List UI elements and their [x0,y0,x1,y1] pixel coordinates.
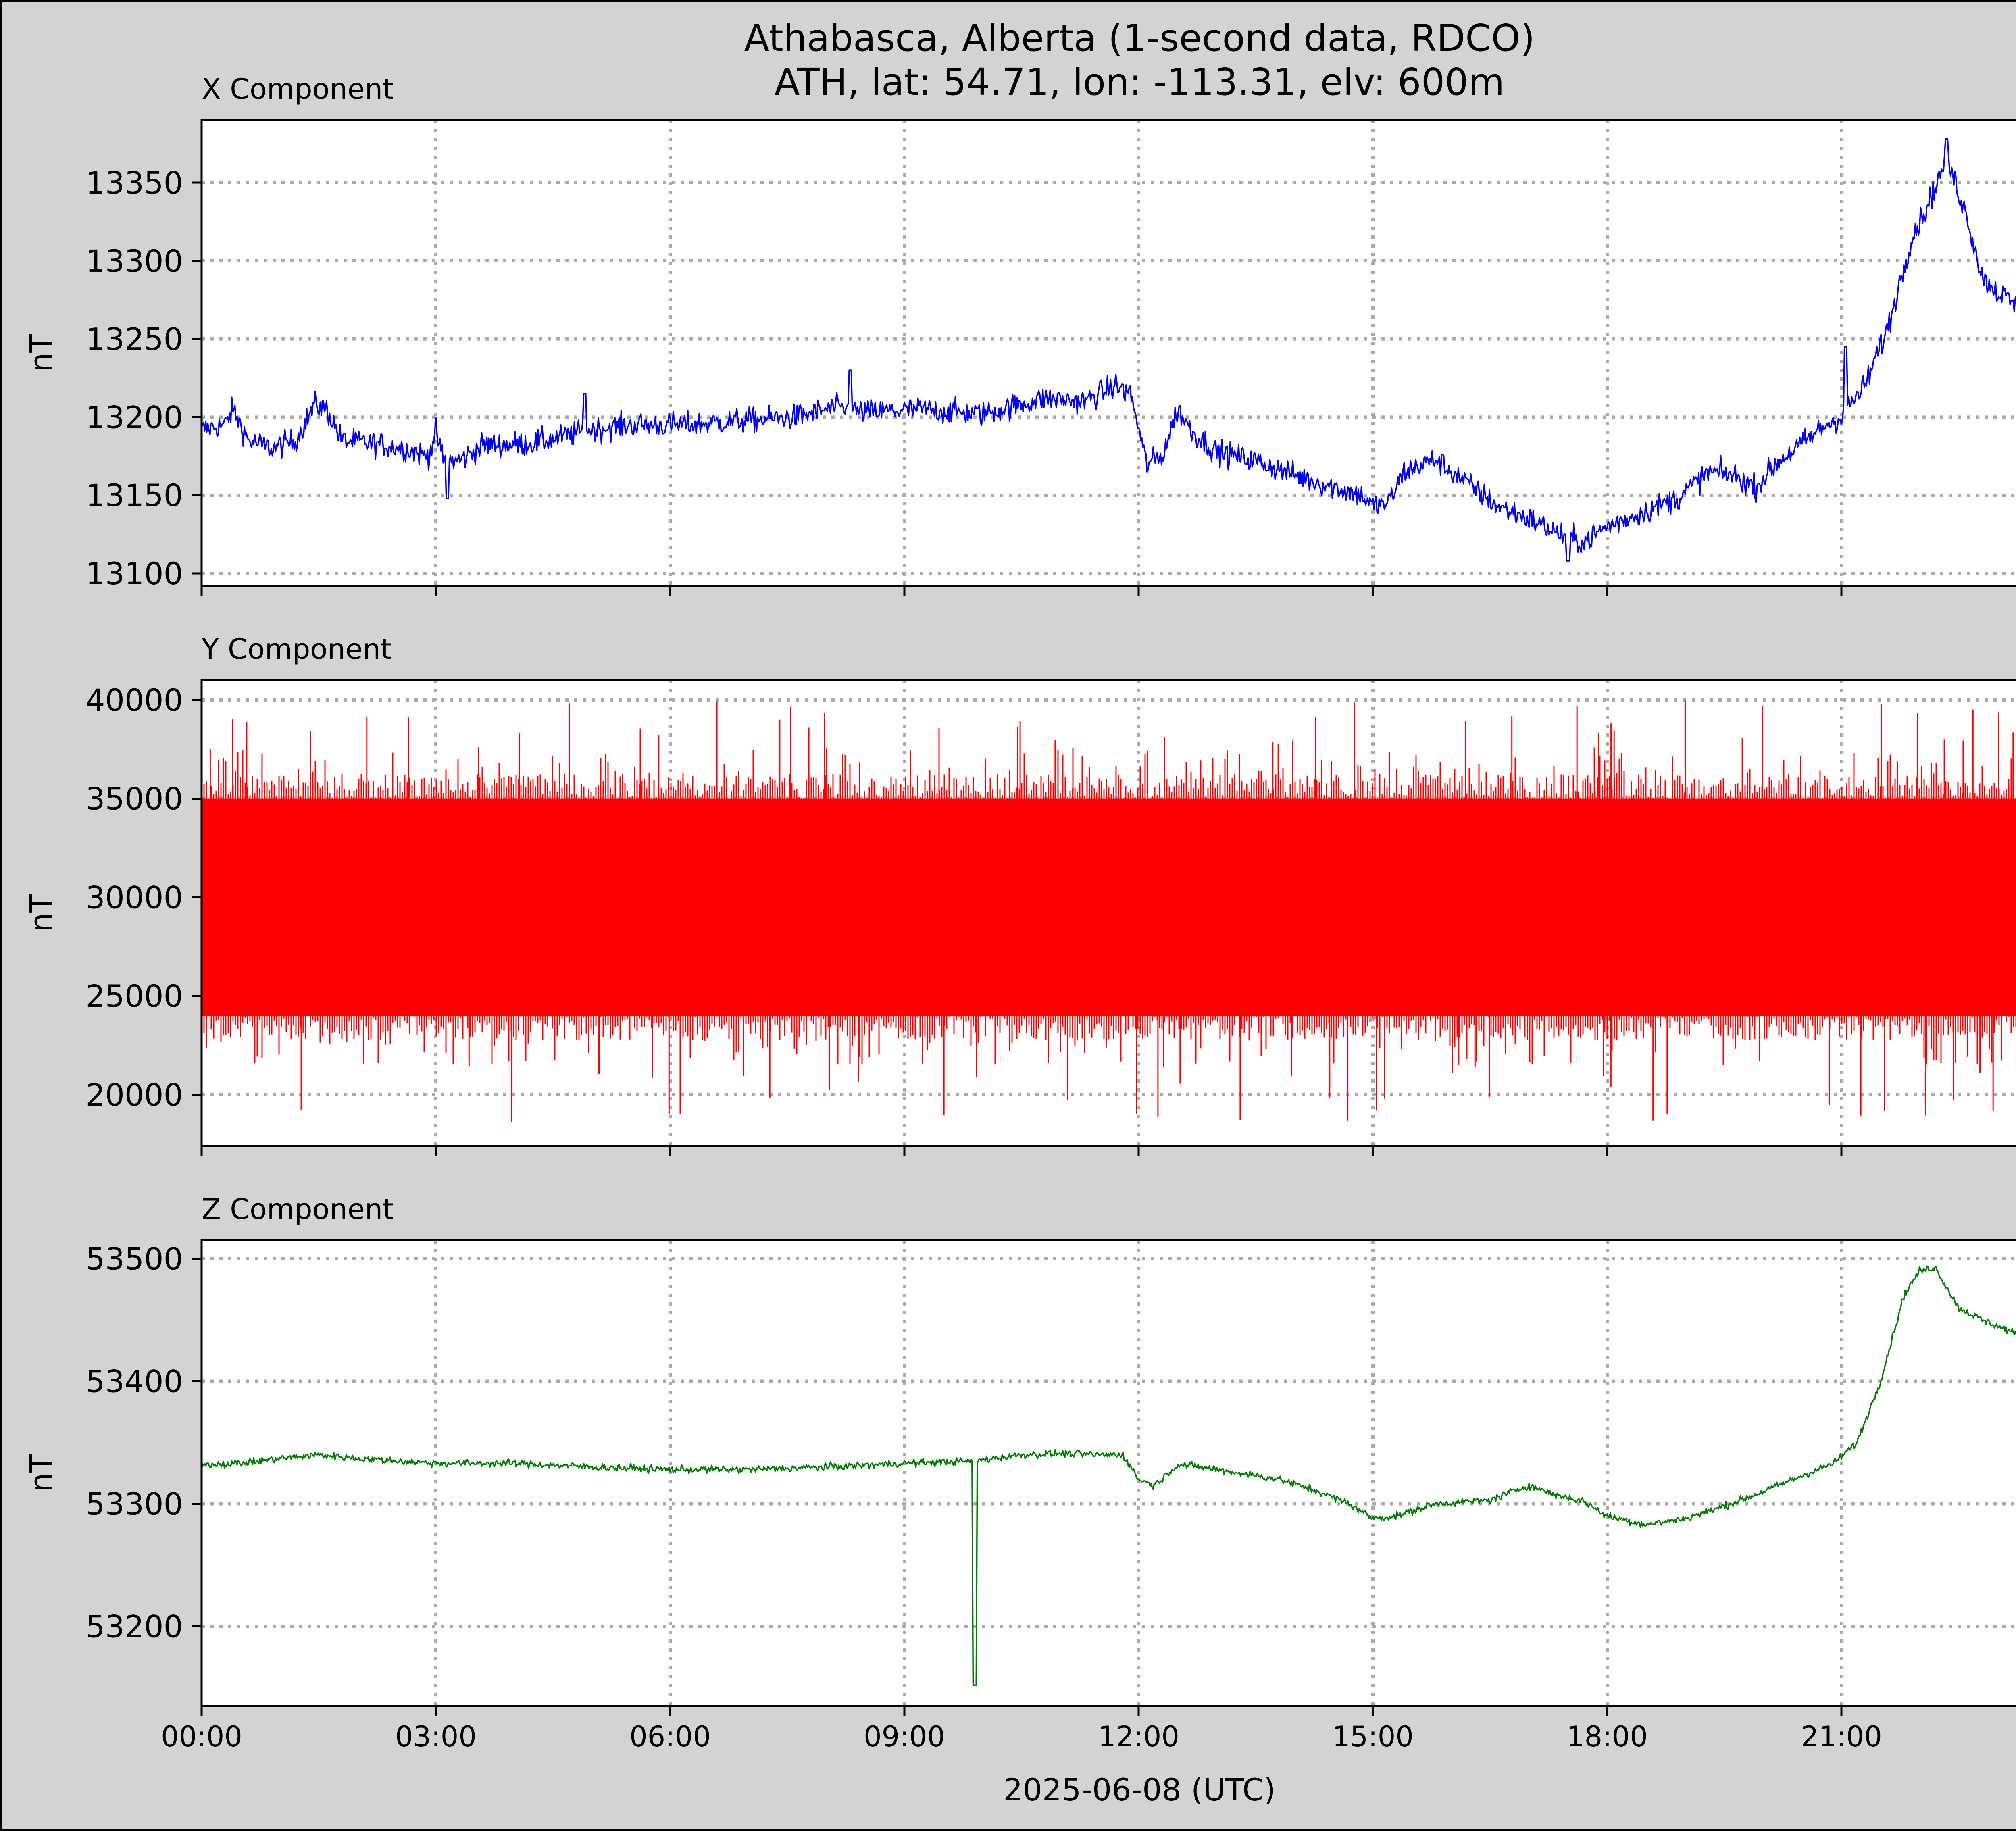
x-tick-label-7: 21:00 [1801,1720,1882,1753]
figure-title-line2: ATH, lat: 54.71, lon: -113.31, elv: 600m [775,60,1505,104]
panel-title-1: Y Component [201,633,392,666]
y-tick-label-1-0: 20000 [85,1077,183,1113]
x-tick-label-0: 00:00 [161,1720,242,1753]
y-tick-label-1-3: 35000 [85,781,183,817]
plot-area-0 [202,120,2016,586]
y-tick-label-1-4: 40000 [85,682,183,718]
y-axis-label-1: nT [23,894,59,932]
panel-2: Z Component nT 00:00 03:00 06:00 09:00 12:00 15… [23,1193,2016,1753]
figure-title-line1: Athabasca, Alberta (1-second data, RDCO) [744,17,1535,60]
series-line-1 [202,700,2016,1122]
y-tick-label-0-3: 13250 [85,321,183,357]
x-tick-label-4: 12:00 [1098,1720,1179,1753]
x-tick-label-3: 09:00 [864,1720,945,1753]
y-tick-label-0-5: 13350 [85,165,183,201]
x-tick-label-2: 06:00 [629,1720,711,1753]
panel-0: X Component nT 13100 13150 13200 13250 13300 13… [23,73,2016,596]
y-tick-label-0-0: 13100 [85,556,183,592]
panel-title-0: X Component [202,73,394,106]
y-tick-label-1-1: 25000 [85,978,183,1014]
x-tick-label-1: 03:00 [395,1720,477,1753]
y-tick-label-2-1: 53300 [85,1486,183,1522]
series-line-2 [202,1265,2016,1686]
y-tick-label-2-0: 53200 [85,1608,183,1644]
y-tick-label-1-2: 30000 [85,879,183,915]
series-group-1 [202,700,2016,1122]
y-axis-label-2: nT [23,1454,59,1492]
y-tick-label-2-3: 53500 [85,1241,183,1277]
y-tick-label-0-4: 13300 [85,243,183,279]
series-group-0 [202,138,2016,562]
panel-1: Y Component nT 20000 25000 30000 35000 40000 [23,633,2016,1156]
series-group-2 [202,1265,2016,1686]
y-tick-label-0-2: 13200 [85,399,183,435]
plot-area-2 [202,1240,2016,1706]
y-tick-label-2-2: 53400 [85,1364,183,1400]
panels: X Component nT 13100 13150 13200 13250 13300 13… [23,73,2016,1753]
panel-title-2: Z Component [202,1193,394,1226]
y-axis-label-0: nT [23,334,59,372]
series-line-0 [202,138,2016,562]
x-tick-label-6: 18:00 [1566,1720,1648,1753]
x-axis-label: 2025-06-08 (UTC) [1003,1772,1276,1808]
x-tick-label-5: 15:00 [1332,1720,1414,1753]
y-tick-label-0-1: 13150 [85,477,183,513]
